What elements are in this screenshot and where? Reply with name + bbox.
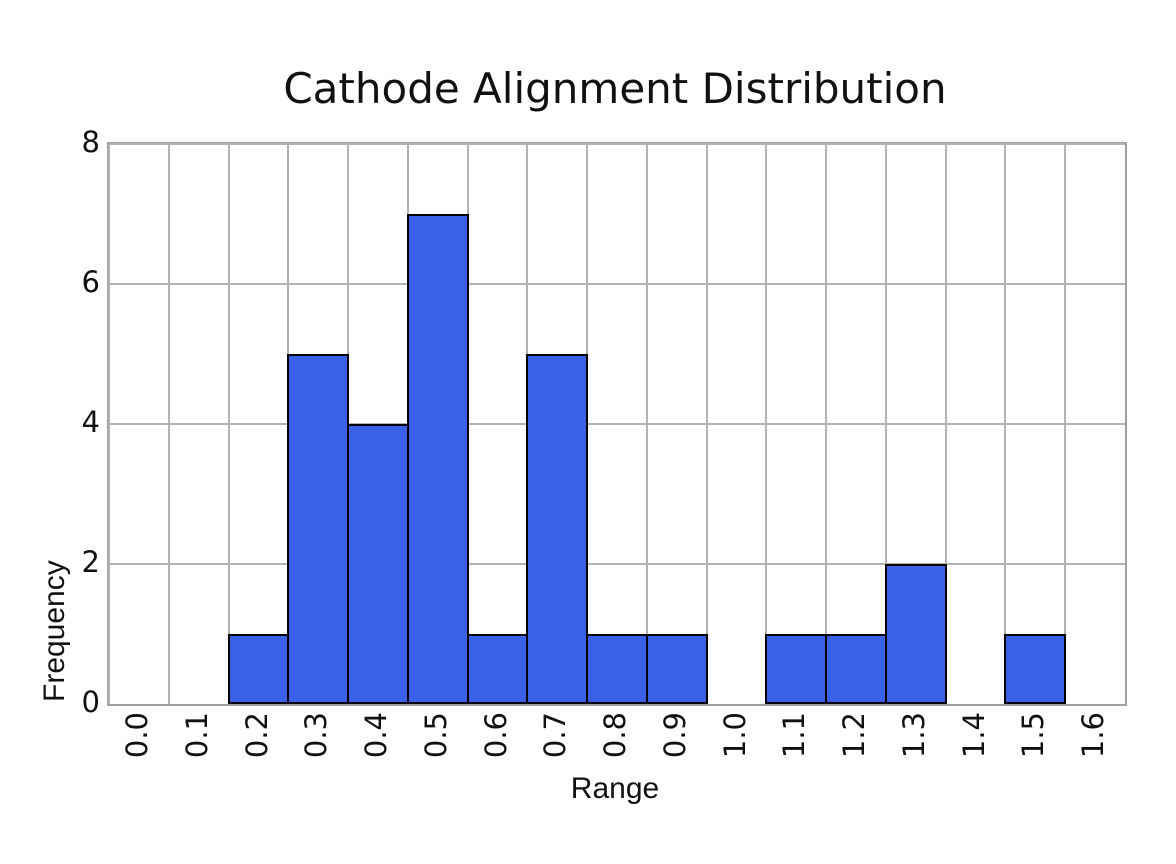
y-tick-label: 6 <box>81 265 100 299</box>
histogram-bar <box>645 634 708 704</box>
histogram-bar <box>825 634 887 704</box>
histogram-bar <box>466 634 529 704</box>
histogram-bar <box>1004 634 1067 704</box>
x-tick-label: 1.5 <box>1016 712 1051 759</box>
histogram-bar <box>347 424 409 704</box>
histogram-bar <box>287 354 350 704</box>
gridline-horizontal <box>109 283 1125 285</box>
y-tick-label: 2 <box>81 545 100 579</box>
x-axis-label: Range <box>570 772 660 805</box>
x-tick-label: 1.3 <box>896 712 931 759</box>
gridline-horizontal <box>109 143 1125 145</box>
x-tick-label: 1.0 <box>717 712 752 759</box>
gridline-horizontal <box>109 563 1125 565</box>
histogram-bar <box>526 354 589 704</box>
x-tick-label: 0.4 <box>359 712 394 759</box>
x-tick-label: 0.9 <box>657 712 692 759</box>
x-tick-label: 1.2 <box>837 712 872 759</box>
y-tick-label: 8 <box>81 125 100 159</box>
chart-title: Cathode Alignment Distribution <box>283 64 947 113</box>
x-tick-label: 0.3 <box>299 712 334 759</box>
histogram-bar <box>227 634 290 704</box>
x-tick-label: 0.2 <box>239 712 274 759</box>
x-tick-label: 1.1 <box>777 712 812 759</box>
x-tick-label: 0.8 <box>598 712 633 759</box>
histogram-bar <box>884 564 947 704</box>
x-tick-label: 0.0 <box>120 712 154 759</box>
gridline-horizontal <box>109 423 1125 425</box>
x-tick-label: 1.6 <box>1076 712 1111 759</box>
x-tick-label: 0.1 <box>179 712 214 759</box>
histogram-bar <box>765 634 828 704</box>
plot-area <box>107 142 1127 706</box>
y-tick-label: 0 <box>81 685 100 719</box>
histogram-bar <box>406 214 469 704</box>
x-tick-label: 0.7 <box>538 712 573 759</box>
x-tick-label: 0.6 <box>478 712 513 759</box>
y-tick-label: 4 <box>81 405 100 439</box>
x-tick-label: 0.5 <box>418 712 453 759</box>
histogram-bar <box>586 634 648 704</box>
x-tick-label: 1.4 <box>956 712 991 759</box>
